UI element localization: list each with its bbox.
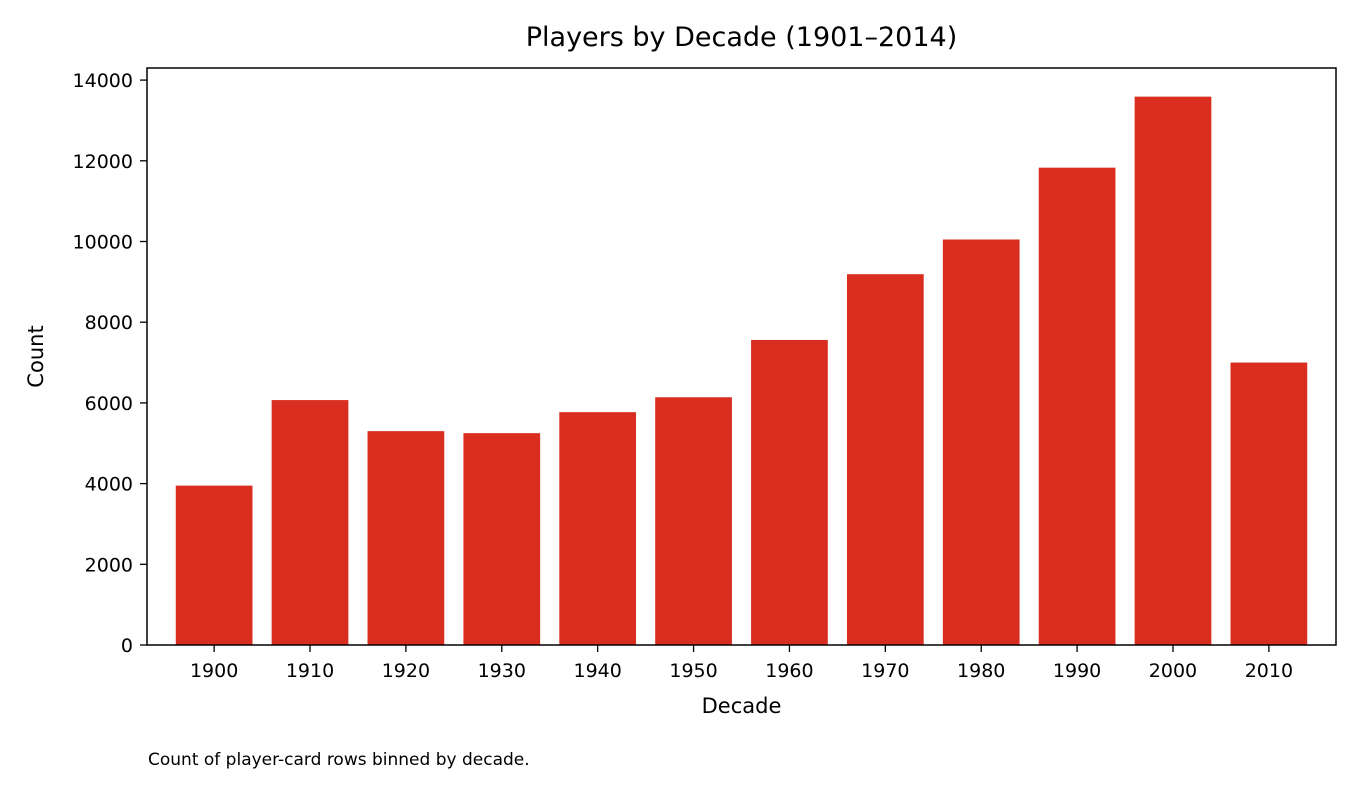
bar-1920 xyxy=(367,431,445,645)
chart-caption: Count of player-card rows binned by deca… xyxy=(148,750,530,770)
bar-2010 xyxy=(1230,362,1308,645)
x-tick-label-1950: 1950 xyxy=(669,660,717,682)
x-tick-label-1900: 1900 xyxy=(190,660,238,682)
bar-1930 xyxy=(463,433,541,645)
x-tick-label-1970: 1970 xyxy=(861,660,909,682)
x-tick-label-1980: 1980 xyxy=(957,660,1005,682)
y-tick-label-2000: 2000 xyxy=(85,554,133,576)
x-tick-label-2000: 2000 xyxy=(1149,660,1197,682)
y-tick-label-14000: 14000 xyxy=(73,70,133,92)
x-tick-label-1990: 1990 xyxy=(1053,660,1101,682)
bar-1940 xyxy=(559,412,637,645)
bar-1950 xyxy=(655,397,732,645)
x-tick-label-1960: 1960 xyxy=(765,660,813,682)
y-tick-label-0: 0 xyxy=(121,635,133,657)
bar-1980 xyxy=(942,239,1020,645)
y-tick-label-8000: 8000 xyxy=(85,312,133,334)
bar-1960 xyxy=(751,339,828,645)
y-axis: 0 2000 4000 6000 8000 10000 12000 14000 xyxy=(73,70,147,657)
bar-1910 xyxy=(271,400,349,645)
y-tick-label-4000: 4000 xyxy=(85,474,133,496)
y-tick-label-6000: 6000 xyxy=(85,393,133,415)
x-tick-label-1930: 1930 xyxy=(478,660,526,682)
x-tick-label-1910: 1910 xyxy=(286,660,334,682)
bar-1900 xyxy=(175,485,253,645)
x-tick-label-1940: 1940 xyxy=(573,660,621,682)
bar-1970 xyxy=(846,274,924,645)
y-tick-label-10000: 10000 xyxy=(73,232,133,254)
chart-title: Players by Decade (1901–2014) xyxy=(526,22,958,53)
x-tick-label-2010: 2010 xyxy=(1245,660,1293,682)
x-axis: 1900 1910 1920 1930 1940 1950 1960 1970 1980 1990… xyxy=(190,645,1293,682)
x-tick-label-1920: 1920 xyxy=(382,660,430,682)
y-tick-label-12000: 12000 xyxy=(73,151,133,173)
x-axis-label: Decade xyxy=(702,694,782,718)
y-axis-label: Count xyxy=(24,325,48,387)
bar-2000 xyxy=(1134,96,1212,645)
bars-group xyxy=(175,96,1308,645)
bar-1990 xyxy=(1038,167,1116,645)
plot-frame xyxy=(146,67,1337,646)
